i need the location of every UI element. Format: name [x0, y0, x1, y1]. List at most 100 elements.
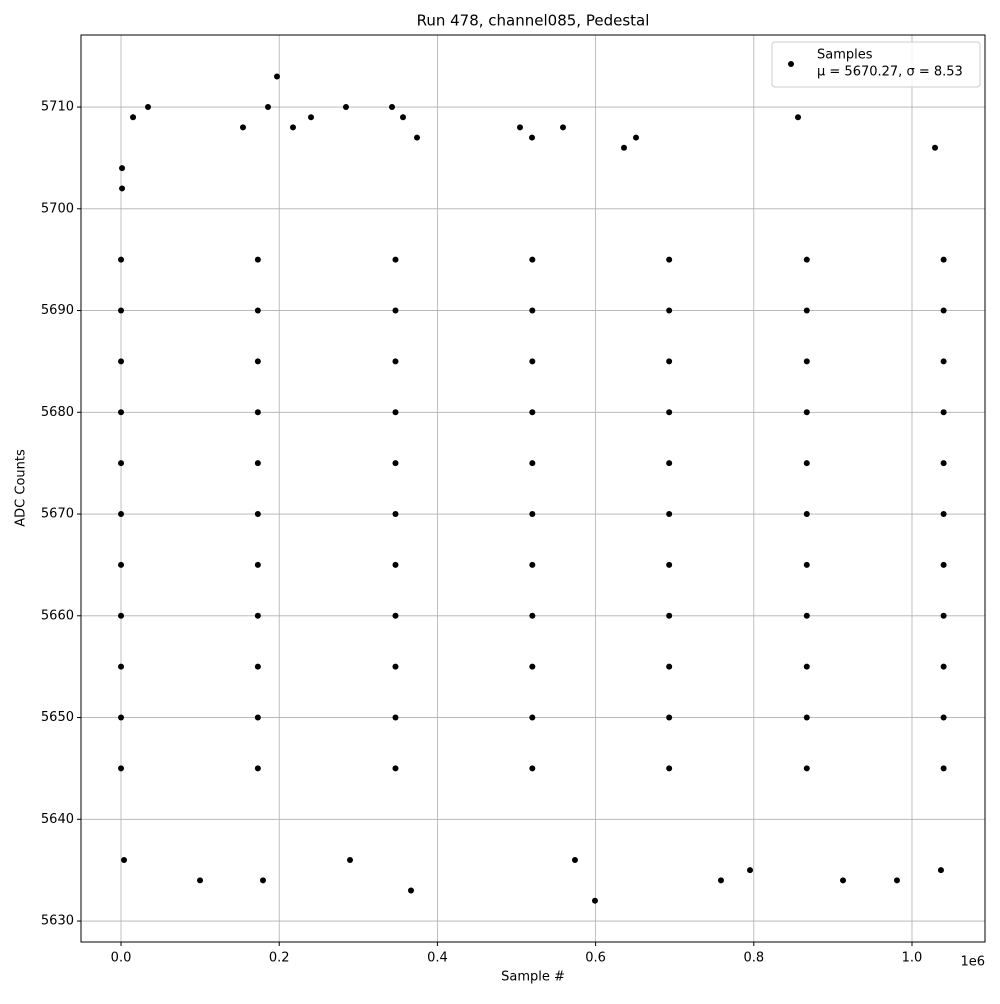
- point: [400, 114, 407, 121]
- point: [392, 307, 399, 314]
- x-tick-label: 0.2: [269, 951, 290, 966]
- point: [118, 663, 125, 670]
- point: [666, 561, 673, 568]
- point: [414, 134, 421, 141]
- point: [803, 256, 810, 263]
- point: [130, 114, 137, 121]
- point: [260, 877, 267, 884]
- point: [666, 460, 673, 467]
- point: [254, 561, 261, 568]
- x-tick-label: 0.4: [427, 951, 448, 966]
- point: [666, 409, 673, 416]
- point: [591, 897, 598, 904]
- point: [560, 124, 567, 131]
- point: [717, 877, 724, 884]
- point: [197, 877, 204, 884]
- point: [342, 104, 349, 111]
- point: [118, 256, 125, 263]
- point: [940, 409, 947, 416]
- x-tick-label: 0.8: [743, 951, 764, 966]
- point: [803, 765, 810, 772]
- point: [666, 256, 673, 263]
- point: [940, 561, 947, 568]
- point: [666, 511, 673, 518]
- point: [747, 867, 754, 874]
- legend-marker: [788, 61, 794, 67]
- point: [392, 714, 399, 721]
- point: [289, 124, 296, 131]
- point: [529, 612, 536, 619]
- x-axis-label: Sample #: [501, 970, 565, 985]
- point: [529, 765, 536, 772]
- point: [392, 256, 399, 263]
- point: [264, 104, 271, 111]
- point: [940, 511, 947, 518]
- y-tick-label: 5670: [41, 507, 74, 522]
- point: [121, 856, 128, 863]
- point: [940, 307, 947, 314]
- point: [940, 612, 947, 619]
- point: [529, 409, 536, 416]
- point: [392, 460, 399, 467]
- point: [254, 511, 261, 518]
- point: [392, 561, 399, 568]
- point: [666, 765, 673, 772]
- point: [803, 409, 810, 416]
- y-tick-label: 5660: [41, 608, 74, 623]
- x-tick-label: 0.6: [585, 951, 606, 966]
- point: [392, 663, 399, 670]
- point: [254, 612, 261, 619]
- point: [308, 114, 315, 121]
- point: [274, 73, 281, 80]
- point: [795, 114, 802, 121]
- point: [392, 409, 399, 416]
- chart-title: Run 478, channel085, Pedestal: [417, 12, 650, 30]
- y-tick-label: 5680: [41, 405, 74, 420]
- point: [254, 714, 261, 721]
- point: [803, 714, 810, 721]
- point: [118, 460, 125, 467]
- point: [940, 765, 947, 772]
- point: [529, 307, 536, 314]
- y-tick-label: 5690: [41, 303, 74, 318]
- point: [254, 765, 261, 772]
- point: [144, 104, 151, 111]
- point: [803, 612, 810, 619]
- point: [254, 460, 261, 467]
- point: [803, 307, 810, 314]
- point: [254, 307, 261, 314]
- point: [940, 460, 947, 467]
- point: [529, 663, 536, 670]
- point: [529, 358, 536, 365]
- x-tick-label: 1.0: [902, 951, 923, 966]
- point: [389, 104, 396, 111]
- point: [254, 358, 261, 365]
- point: [840, 877, 847, 884]
- point: [940, 256, 947, 263]
- point: [254, 663, 261, 670]
- point: [254, 409, 261, 416]
- y-tick-label: 5640: [41, 812, 74, 827]
- point: [347, 856, 354, 863]
- point: [118, 307, 125, 314]
- point: [254, 256, 261, 263]
- point: [516, 124, 523, 131]
- point: [119, 165, 126, 172]
- point: [529, 134, 536, 141]
- point: [940, 358, 947, 365]
- point: [118, 511, 125, 518]
- point: [529, 714, 536, 721]
- point: [118, 409, 125, 416]
- point: [937, 867, 944, 874]
- point: [803, 358, 810, 365]
- legend-box: [771, 41, 981, 88]
- y-tick-label: 5710: [41, 100, 74, 115]
- legend-label: Samples: [817, 48, 873, 63]
- y-axis-label: ADC Counts: [14, 449, 29, 527]
- point: [940, 714, 947, 721]
- plot-frame: [80, 34, 986, 943]
- point: [392, 511, 399, 518]
- point: [118, 765, 125, 772]
